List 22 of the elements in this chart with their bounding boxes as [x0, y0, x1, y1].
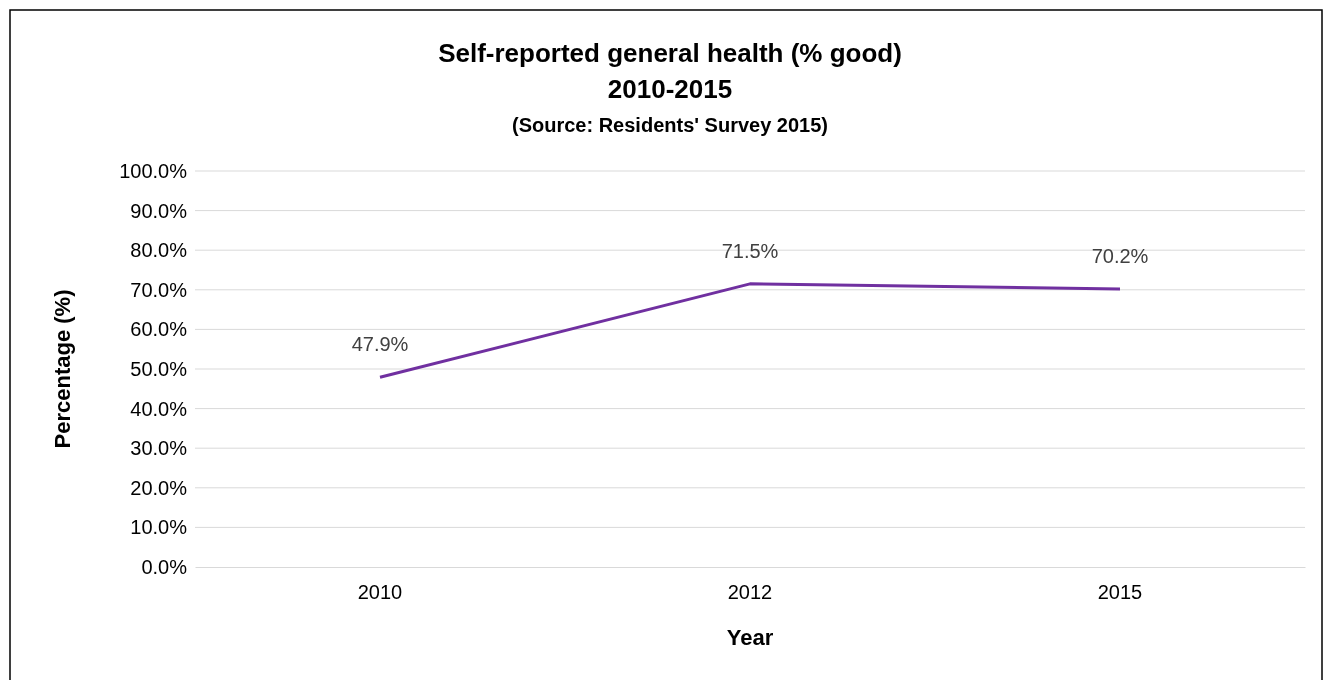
y-tick-label: 90.0% [130, 199, 188, 222]
chart-subtitle: 2010-2015 [607, 74, 733, 104]
x-tick-label: 2010 [357, 581, 403, 604]
data-label: 70.2% [1091, 245, 1149, 268]
y-tick-label: 50.0% [130, 357, 188, 380]
y-tick-label: 10.0% [130, 516, 188, 539]
y-tick-label: 40.0% [130, 397, 188, 420]
y-tick-label: 100.0% [119, 159, 188, 182]
y-axis-title: Percentage (%) [50, 289, 75, 449]
y-tick-label: 0.0% [141, 555, 188, 578]
x-axis-title: Year [726, 625, 774, 650]
y-tick-label: 20.0% [130, 476, 188, 499]
y-tick-label: 30.0% [130, 437, 188, 460]
y-tick-label: 70.0% [130, 278, 188, 301]
y-tick-label: 60.0% [130, 318, 188, 341]
data-label: 71.5% [721, 239, 779, 262]
chart-title: Self-reported general health (% good) [438, 38, 902, 68]
text: (Source: Residents' Survey 2015) [512, 114, 828, 136]
y-tick-label: 80.0% [130, 239, 188, 262]
data-label: 47.9% [351, 333, 409, 356]
x-tick-label: 2015 [1097, 581, 1143, 604]
x-tick-label: 2012 [727, 581, 773, 604]
